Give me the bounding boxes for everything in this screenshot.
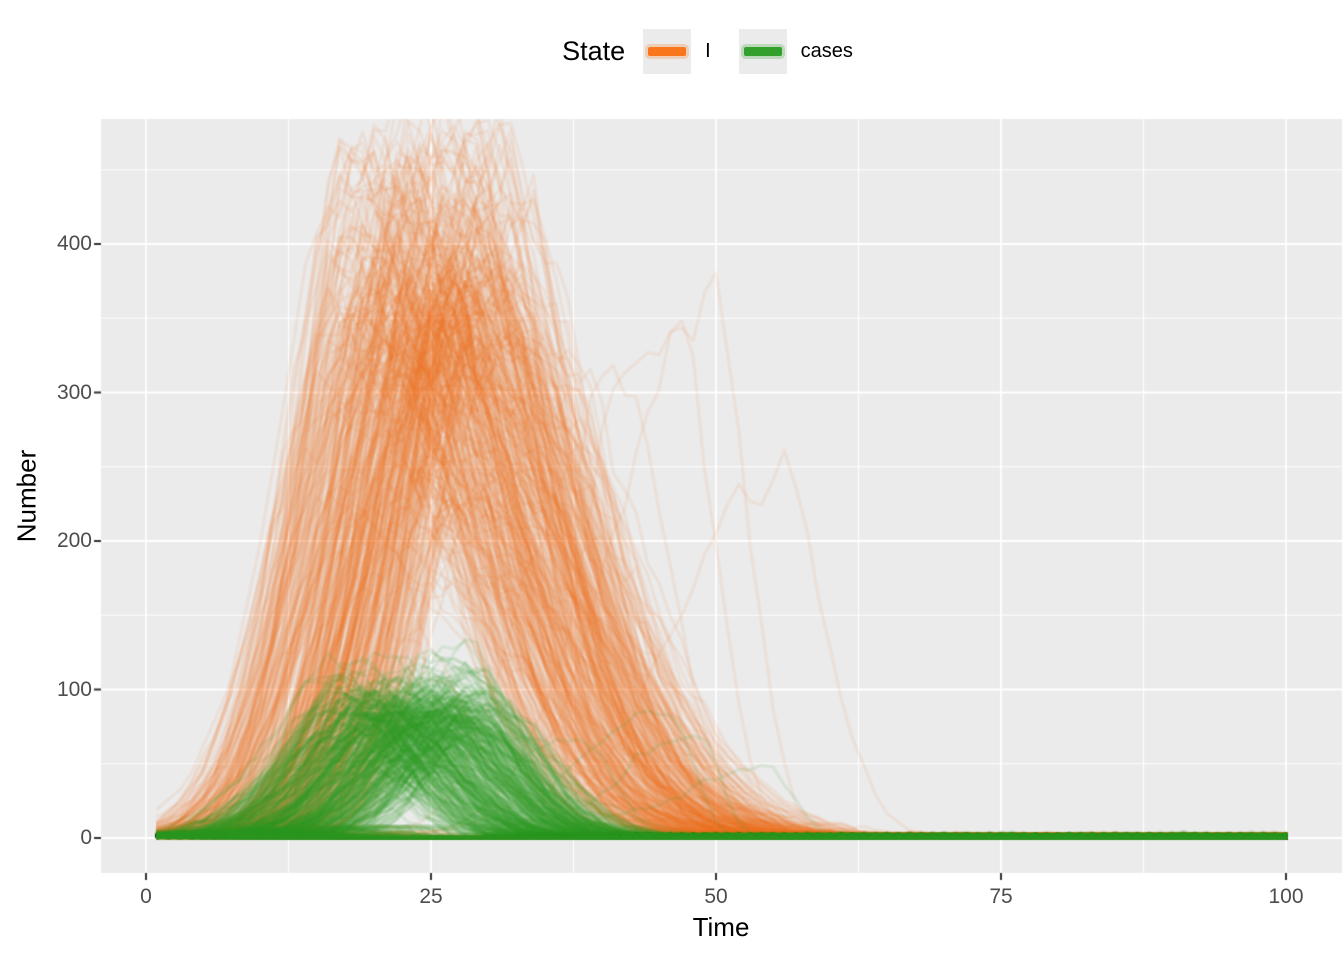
y-tick-label: 200	[56, 529, 92, 552]
y-tick-label: 0	[80, 826, 92, 849]
legend-label-I: I	[705, 39, 711, 62]
y-axis-title: Number	[11, 449, 42, 543]
legend-label-cases: cases	[800, 39, 853, 62]
x-tick-label: 0	[140, 885, 152, 908]
x-tick-label: 50	[704, 885, 728, 908]
y-tick-label: 100	[56, 677, 92, 701]
x-tick-label: 75	[989, 885, 1013, 908]
x-axis-title: Time	[692, 912, 750, 942]
legend-title: State	[562, 35, 626, 66]
chart-legend: State I cases	[101, 26, 1342, 76]
cases-line-swatch-icon	[743, 46, 782, 56]
I-line-swatch-icon	[648, 46, 687, 56]
y-tick-label: 400	[56, 232, 92, 255]
y-tick-label: 300	[56, 380, 92, 404]
x-tick-label: 25	[419, 885, 443, 908]
x-tick-label: 100	[1268, 885, 1304, 908]
legend-key-cases	[738, 28, 787, 74]
legend-key-I	[643, 28, 692, 74]
